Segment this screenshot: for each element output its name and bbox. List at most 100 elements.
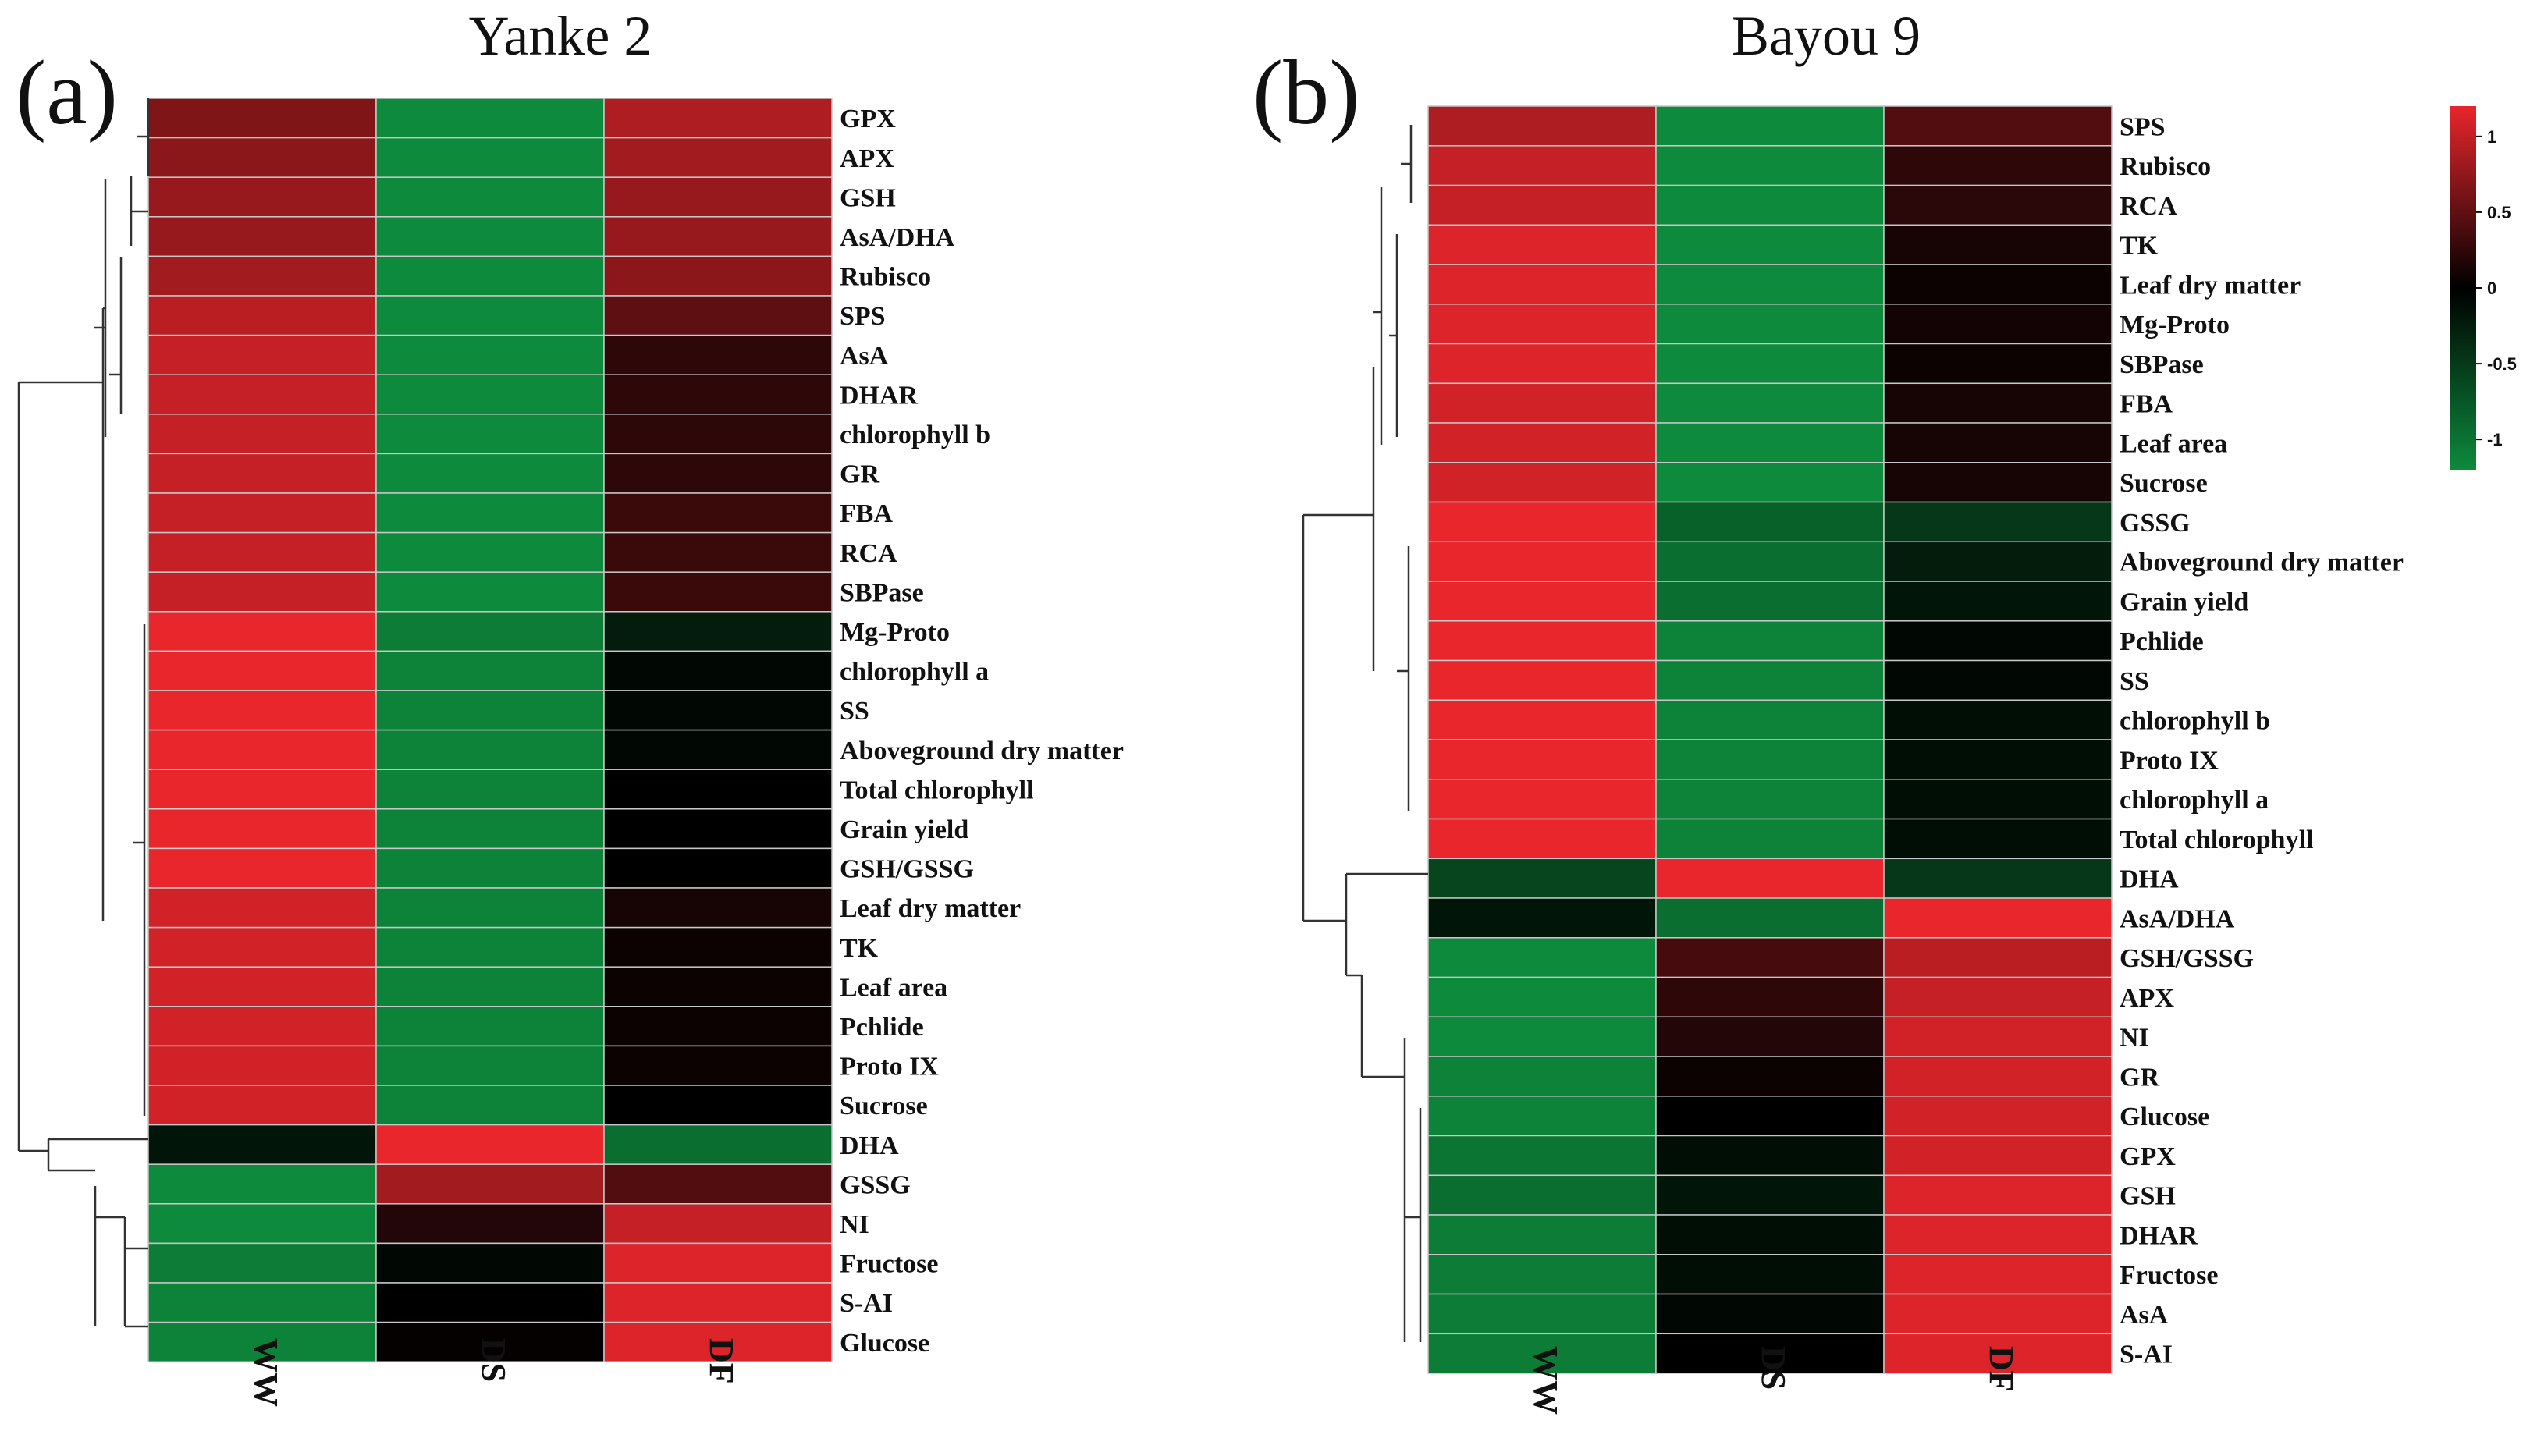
heatmap-cell-dha-ds [1655, 858, 1885, 899]
heatmap-cell-fructose-df [603, 1242, 833, 1284]
heatmap-cell-sps-ds [375, 295, 605, 336]
row-label-apx: APX [840, 144, 894, 173]
row-label-asa-dha: AsA/DHA [840, 223, 955, 252]
heatmap-cell-rubisco-ds [1655, 145, 1885, 186]
column-label-ds: DS [1754, 1346, 1793, 1390]
row-label-dha: DHA [840, 1131, 899, 1160]
row-label-proto-ix: Proto IX [840, 1053, 939, 1081]
heatmap-cell-fba-ds [1655, 382, 1885, 424]
heatmap-cell-rca-ww [147, 531, 377, 573]
heatmap-cell-proto-ix-ww [1427, 739, 1657, 780]
heatmap-cell-glucose-ww [147, 1321, 377, 1362]
row-label-gssg: GSSG [2120, 509, 2191, 538]
heatmap-cell-sps-df [1883, 105, 2113, 147]
heatmap-cell-gsh-ds [1655, 1174, 1885, 1216]
heatmap-cell-pchlide-ww [1427, 620, 1657, 662]
heatmap-cell-s-ai-ds [375, 1282, 605, 1323]
heatmap-cell-leaf-area-ww [1427, 422, 1657, 463]
row-label-leaf-dry-matter: Leaf dry matter [840, 894, 1021, 923]
heatmap-cell-pchlide-ww [147, 1006, 377, 1047]
heatmap-cell-gr-ww [1427, 1056, 1657, 1097]
row-label-s-ai: S-AI [2120, 1341, 2173, 1369]
heatmap-cell-rca-ww [1427, 184, 1657, 226]
row-label-gr: GR [2120, 1063, 2159, 1092]
heatmap-cell-grain-yield-df [603, 808, 833, 850]
colorbar: 1 0.5 0 -0.5 -1 [2450, 106, 2517, 470]
heatmap-cell-fructose-ww [147, 1242, 377, 1284]
row-label-chlorophyll-a: chlorophyll a [2120, 786, 2269, 815]
row-label-aboveground-dry-matter: Aboveground dry matter [840, 737, 1124, 765]
heatmap-cell-chlorophyll-a-ww [1427, 779, 1657, 820]
row-label-chlorophyll-b: chlorophyll b [840, 421, 990, 449]
row-label-rubisco: Rubisco [840, 263, 931, 292]
heatmap-cell-total-chlorophyll-ww [147, 769, 377, 810]
heatmap-cell-total-chlorophyll-ds [1655, 818, 1885, 860]
heatmap-cell-gr-df [603, 453, 833, 494]
heatmap-cell-gsh-gssg-ds [1655, 937, 1885, 978]
heatmap-cell-s-ai-ww [1427, 1333, 1657, 1374]
heatmap-cell-chlorophyll-a-df [603, 650, 833, 691]
heatmap-cell-tk-df [1883, 224, 2113, 265]
heatmap-cell-asa-df [603, 334, 833, 375]
row-label-gsh: GSH [840, 183, 896, 212]
colorbar-gradient [2450, 106, 2476, 470]
row-label-fructose: Fructose [2120, 1261, 2219, 1290]
heatmap-cell-dha-df [1883, 858, 2113, 899]
row-label-asa-dha: AsA/DHA [2120, 904, 2235, 933]
heatmap-cell-chlorophyll-a-ds [1655, 779, 1885, 820]
heatmap-cell-sps-ww [147, 295, 377, 336]
heatmap-cell-ss-df [603, 690, 833, 731]
heatmap-cell-tk-ww [1427, 224, 1657, 265]
row-label-leaf-area: Leaf area [840, 973, 947, 1002]
heatmap-cell-aboveground-dry-matter-df [603, 729, 833, 770]
heatmap-cell-mg-proto-df [603, 611, 833, 652]
row-label-asa: AsA [2120, 1301, 2169, 1330]
heatmap-cell-gpx-ds [375, 98, 605, 139]
heatmap-cell-sucrose-ww [147, 1085, 377, 1126]
row-label-rca: RCA [840, 539, 897, 568]
heatmap-cell-aboveground-dry-matter-ww [1427, 541, 1657, 582]
heatmap-cell-rubisco-ww [147, 255, 377, 297]
heatmap-panel-a: (a) Yanke 2 GPX APX GSH AsA/DHA Rubisco SPS As… [16, 5, 1124, 1407]
heatmap-cell-mg-proto-ds [375, 611, 605, 652]
heatmap-cell-ss-df [1883, 659, 2113, 701]
heatmap-cell-chlorophyll-b-ww [1427, 699, 1657, 740]
heatmap-cell-s-ai-ww [147, 1282, 377, 1323]
row-label-total-chlorophyll: Total chlorophyll [2120, 826, 2313, 854]
heatmap-cell-rubisco-df [603, 255, 833, 297]
heatmap-cell-gsh-gssg-df [603, 847, 833, 889]
heatmap-cell-chlorophyll-a-ww [147, 650, 377, 691]
panel-b-dendrogram [1302, 125, 1428, 1342]
row-label-sucrose: Sucrose [840, 1092, 928, 1120]
panel-a-row-labels: GPX APX GSH AsA/DHA Rubisco SPS AsA DHAR chlorop… [840, 105, 1124, 1358]
heatmap-cell-ni-ds [375, 1203, 605, 1245]
row-label-leaf-area: Leaf area [2120, 429, 2227, 458]
heatmap-cell-proto-ix-ds [375, 1045, 605, 1086]
heatmap-cell-apx-ww [147, 137, 377, 178]
heatmap-cell-rubisco-ww [1427, 145, 1657, 186]
heatmap-cell-glucose-df [603, 1321, 833, 1362]
heatmap-cell-rubisco-ds [375, 255, 605, 297]
heatmap-cell-fba-df [603, 492, 833, 534]
heatmap-cell-dha-ww [1427, 858, 1657, 899]
row-label-total-chlorophyll: Total chlorophyll [840, 776, 1033, 804]
row-label-dha: DHA [2120, 865, 2179, 894]
heatmap-cell-sbpase-ww [1427, 343, 1657, 385]
panel-b-title: Bayou 9 [1732, 5, 1921, 67]
heatmap-cell-apx-ww [1427, 976, 1657, 1018]
heatmap-cell-glucose-df [1883, 1096, 2113, 1137]
column-label-ds: DS [474, 1338, 513, 1382]
heatmap-cell-tk-df [603, 926, 833, 968]
heatmap-cell-gsh-ww [1427, 1174, 1657, 1216]
row-label-fba: FBA [840, 499, 893, 528]
heatmap-cell-total-chlorophyll-ds [375, 769, 605, 810]
heatmap-cell-apx-df [1883, 976, 2113, 1018]
row-label-rubisco: Rubisco [2120, 152, 2211, 181]
heatmap-cell-gssg-df [603, 1163, 833, 1205]
heatmap-panel-b: (b) Bayou 9 SPS Rubisco RCA TK Leaf dry matt… [1253, 5, 2404, 1415]
heatmap-cell-dhar-df [603, 374, 833, 415]
row-label-pchlide: Pchlide [2120, 627, 2204, 656]
heatmap-cell-asa-ds [1655, 1293, 1885, 1335]
heatmap-cell-sbpase-ww [147, 571, 377, 613]
heatmap-cell-dhar-ds [375, 374, 605, 415]
